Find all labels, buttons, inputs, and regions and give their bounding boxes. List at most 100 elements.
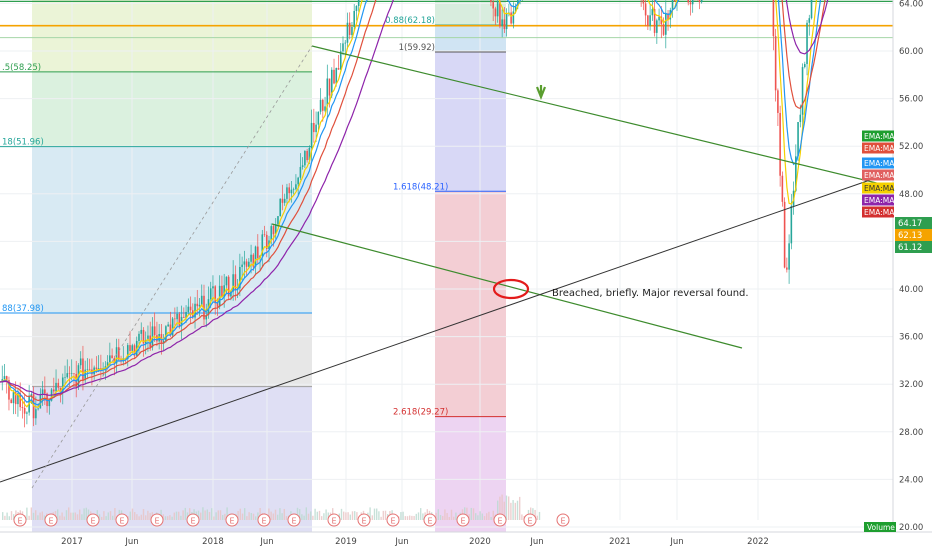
candle-body [14,392,17,405]
volume-bar [472,508,475,520]
candle-body [505,13,508,30]
fib-right-label: 0.88(62.18) [385,16,435,26]
candle-body [5,376,8,381]
volume-bar [323,513,325,520]
volume-bar [160,509,162,520]
volume-bar [417,512,420,520]
candle-body [660,16,663,25]
ema-tag-label: EMA:MA [864,159,895,168]
price-tags[interactable]: 76.0903:43:19EMA:MAEMA:MAEMA:MAEMA:MAEMA… [862,0,932,532]
candle-body [274,224,277,235]
volume-bar [373,508,376,520]
volume-bar [404,516,406,520]
volume-bar [411,515,413,520]
candle-body [194,303,196,318]
ema-tag-bg[interactable] [862,206,894,218]
fib-left-zone [32,146,312,314]
volume-bar [380,516,382,520]
volume-bar [140,514,142,520]
candle-body [176,313,178,320]
volume-bar [189,508,191,520]
candle-body [667,13,669,20]
ema-line [0,0,818,408]
volume-bar [83,508,85,520]
volume-bar [32,512,35,520]
ema-tag-bg[interactable] [862,157,894,169]
candle-body [115,347,118,364]
volume-bar [13,514,15,520]
candle-body [19,393,21,408]
candle-body [225,276,228,286]
volume-bar [340,508,343,520]
volume-bar [519,496,521,520]
candle-body [664,13,667,35]
volume-bar [481,513,483,520]
fib-left-zone [32,71,312,147]
volume-bar [497,500,499,520]
volume-bar [532,508,534,520]
trendline-support [0,179,871,483]
candle-body [257,246,259,259]
y-tick-label: 52.00 [899,142,923,152]
x-tick-label: 2017 [61,537,83,547]
candle-body [243,261,246,265]
volume-bar [250,512,252,520]
candle-body [248,261,250,267]
candle-body [330,69,333,96]
breach-circle [492,278,530,300]
y-tick-label: 48.00 [899,190,923,200]
fib-right-label: 1(59.92) [399,43,435,53]
volume-bar [409,515,411,520]
volume-bar [28,515,30,520]
volume-bar [402,511,404,520]
volume-bar [76,514,79,520]
candle-body [153,326,156,336]
candle-body [79,358,82,366]
candle-body [138,333,140,341]
ema-tag-bg[interactable] [862,142,894,154]
time-axis-bg [0,532,932,550]
earnings-marker-circle [225,513,239,527]
volume-bar [442,515,444,520]
candle-body [53,389,55,392]
fib-left-zone [32,0,312,72]
candle-body [315,124,317,133]
candle-body [514,5,517,12]
candle-body [254,246,257,267]
volume-bar [206,509,208,520]
fib-left-label: .5(58.25) [2,63,41,73]
volume-bar [307,513,310,520]
volume-bar [131,508,134,520]
ema-tag-bg[interactable] [862,130,894,142]
volume-bar [327,512,329,520]
volume-bar [384,510,387,520]
volume-tag-bg[interactable] [864,522,896,532]
level-tag-bg[interactable] [895,229,932,241]
level-tag-bg[interactable] [895,217,932,229]
x-tick-label: Jun [669,537,683,547]
volume-bar [347,512,349,520]
volume-bar [145,515,147,520]
ema-tag-label: EMA:MA [864,184,895,193]
volume-bar [369,507,371,520]
volume-bar [59,515,61,520]
y-tick-label: 56.00 [899,95,923,105]
volume-bar [406,516,409,520]
ema-tag-bg[interactable] [862,182,894,194]
ema-tag-bg[interactable] [862,194,894,206]
ema-tag-bg[interactable] [862,169,894,181]
volume-bar [61,512,63,520]
candle-body [322,99,324,111]
volume-bar [453,516,455,520]
candle-body [200,295,203,305]
candle-body [205,315,208,320]
candle-body [17,393,19,405]
candle-body [295,184,297,190]
candle-body [95,367,98,370]
volume-bar [450,509,453,520]
volume-bar [30,507,32,520]
candle-body [510,12,512,24]
level-tag-bg[interactable] [895,241,932,253]
x-tick-label: 2018 [202,537,224,547]
